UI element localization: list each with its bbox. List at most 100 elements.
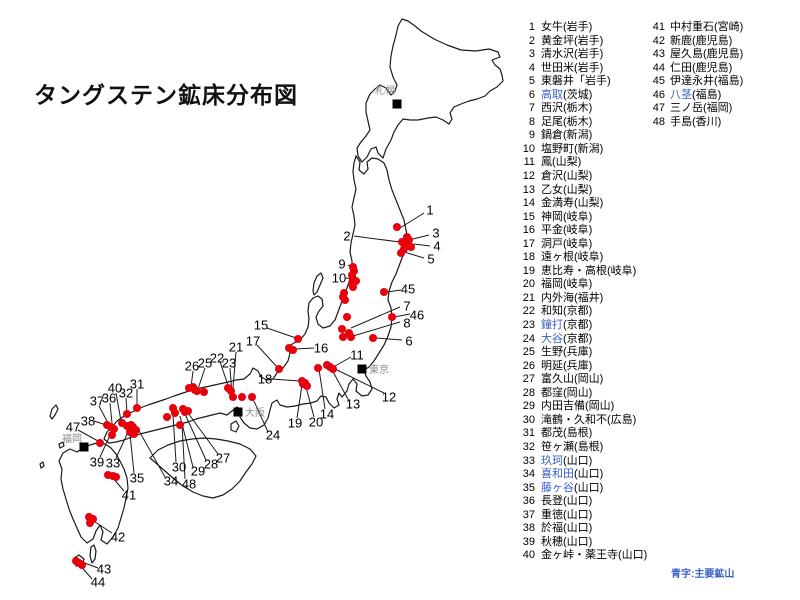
deposit-number: 10 xyxy=(522,142,535,155)
deposit-dot xyxy=(193,387,201,395)
leader-line-30 xyxy=(172,414,177,463)
deposit-dot xyxy=(349,283,357,291)
leader-line-1 xyxy=(399,212,425,229)
legend-note: 青字:主要鉱山 xyxy=(671,569,735,580)
deposit-prefecture: (京都) xyxy=(563,319,593,332)
deposit-name: 金ヶ峠・薬王寺 xyxy=(541,549,618,562)
city-label-tokyo: 東京 xyxy=(369,363,389,376)
deposit-number: 13 xyxy=(522,183,535,196)
deposit-list-column-1: 1 女牛 (岩手) 2 黄金坪 (岩手) 3 清水沢 (岩手) 4 世田米 (岩手) 5 東磐井 「岩手) 6… xyxy=(504,21,648,563)
deposit-map-number-38: 38 xyxy=(81,414,95,429)
city-label-sapporo: 札幌 xyxy=(375,84,395,97)
deposit-map-number-40: 40 xyxy=(108,381,122,396)
deposit-prefecture: (鹿児島) xyxy=(703,48,744,61)
deposit-item-7: 7 西沢 (栃木) xyxy=(504,102,647,116)
deposit-map-number-13: 13 xyxy=(346,397,360,412)
deposit-number: 37 xyxy=(522,508,535,521)
deposit-item-43: 43 屋久島 (鹿児島) xyxy=(640,48,744,62)
deposit-name: 新鹿 xyxy=(670,34,692,47)
deposit-dot xyxy=(78,561,86,569)
deposit-number: 9 xyxy=(528,129,535,142)
deposit-item-15: 15 神岡 (岐阜) xyxy=(504,211,647,225)
leader-line-5 xyxy=(403,251,425,259)
deposit-prefecture: (広島) xyxy=(607,413,637,426)
deposit-prefecture: (岐阜) xyxy=(574,251,604,264)
deposit-number: 29 xyxy=(522,400,535,413)
deposit-name: 洞戸 xyxy=(541,237,563,250)
leader-line-16 xyxy=(294,347,315,350)
leader-line-34 xyxy=(137,428,166,478)
deposit-dot xyxy=(299,380,307,388)
deposit-name: 内外海 xyxy=(541,291,574,304)
deposit-item-42: 42 新鹿 (鹿児島) xyxy=(640,35,743,49)
leader-line-15 xyxy=(266,327,297,339)
page-title: タングステン鉱床分布図 xyxy=(34,82,298,108)
deposit-prefecture: (福島) xyxy=(714,75,744,88)
deposit-prefecture: (京都) xyxy=(563,305,593,318)
deposit-dot xyxy=(275,365,283,373)
coastline-goto-island xyxy=(39,461,45,469)
deposit-map-number-14: 14 xyxy=(320,407,334,422)
deposit-item-22: 22 和知 (京都) xyxy=(504,305,647,319)
deposit-item-11: 11 鳳 (山梨) xyxy=(504,156,647,170)
deposit-name: 福岡 xyxy=(541,278,563,291)
deposit-prefecture: (島根) xyxy=(574,440,604,453)
deposit-map-number-5: 5 xyxy=(427,252,434,267)
deposit-number: 16 xyxy=(522,224,535,237)
deposit-map-number-24: 24 xyxy=(266,428,280,443)
deposit-map-number-30: 30 xyxy=(172,460,186,475)
deposit-number: 35 xyxy=(522,481,535,494)
leader-line-20 xyxy=(305,386,315,418)
deposit-name: 倉沢 xyxy=(541,170,563,183)
deposit-item-25: 25 生野 (兵庫) xyxy=(504,346,647,360)
deposit-number: 4 xyxy=(528,61,535,74)
deposit-dot xyxy=(248,393,256,401)
leader-line-6 xyxy=(376,337,403,341)
deposit-dot xyxy=(380,288,388,296)
deposit-number: 32 xyxy=(522,440,535,453)
leader-line-40 xyxy=(115,392,122,422)
deposit-name: 黄金坪 xyxy=(541,34,574,47)
deposit-item-33: 33 玖珂 (山口) xyxy=(504,455,647,469)
deposit-dot xyxy=(393,223,401,231)
leader-line-28 xyxy=(184,413,207,461)
deposit-dot xyxy=(314,364,322,372)
deposit-prefecture: (岡山) xyxy=(585,400,615,413)
deposit-number: 17 xyxy=(522,237,535,250)
deposit-item-18: 18 遠ヶ根 (岐阜) xyxy=(504,251,647,265)
deposit-name: 西沢 xyxy=(541,102,563,115)
deposit-map-number-29: 29 xyxy=(191,464,205,479)
deposit-item-24: 24 大谷 (京都) xyxy=(504,333,647,347)
deposit-number: 28 xyxy=(522,386,535,399)
deposit-prefecture: (京都) xyxy=(563,332,593,345)
deposit-number: 25 xyxy=(522,346,535,359)
deposit-name: 世田米 xyxy=(541,61,574,74)
deposit-item-36: 36 長登 (山口) xyxy=(504,495,647,509)
leader-line-25 xyxy=(197,367,206,390)
deposit-name: 手島 xyxy=(670,115,692,128)
deposit-map-number-17: 17 xyxy=(246,334,260,349)
deposit-number: 38 xyxy=(522,522,535,535)
deposit-item-40: 40 金ヶ峠・薬王寺 (山口) xyxy=(504,549,648,563)
deposit-number: 27 xyxy=(522,373,535,386)
deposit-map-number-22: 22 xyxy=(210,351,224,366)
deposit-number: 23 xyxy=(522,319,535,332)
deposit-name: 清水沢 xyxy=(541,48,574,61)
deposit-item-3: 3 清水沢 (岩手) xyxy=(504,48,647,62)
deposit-name: 笹ヶ瀬 xyxy=(541,440,574,453)
coastline-sado-island xyxy=(312,272,324,296)
leader-line-14 xyxy=(318,368,326,410)
deposit-map-number-19: 19 xyxy=(288,416,302,431)
deposit-item-37: 37 重徳 (山口) xyxy=(504,509,647,523)
leader-line-24 xyxy=(252,398,269,433)
deposit-item-44: 44 仁田 (鹿児島) xyxy=(640,62,743,76)
deposit-item-21: 21 内外海 (福井) xyxy=(504,292,647,306)
deposit-name: 女牛 xyxy=(541,21,563,33)
deposit-map-number-48: 48 xyxy=(182,477,196,492)
deposit-map-number-16: 16 xyxy=(314,341,328,356)
deposit-dot xyxy=(163,413,171,421)
deposit-name: 和知 xyxy=(541,305,563,318)
deposit-dot xyxy=(329,365,337,373)
deposit-map-number-4: 4 xyxy=(433,239,440,254)
